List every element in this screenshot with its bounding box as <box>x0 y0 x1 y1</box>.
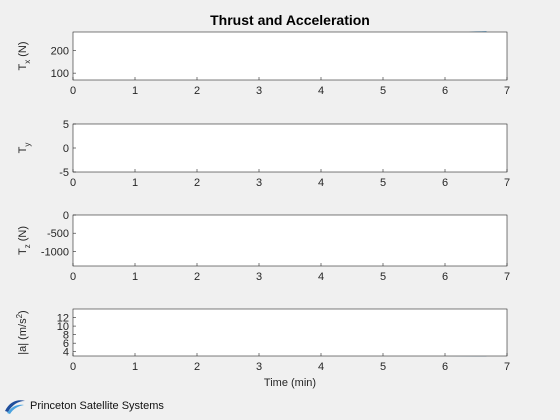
x-tick-label: 4 <box>318 177 324 189</box>
x-tick-label: 1 <box>132 361 138 373</box>
y-axis-label: Ty <box>17 143 32 154</box>
y-axis-label-unit: (N) <box>17 226 29 244</box>
x-tick-label: 7 <box>504 85 510 97</box>
y-axis-label-main: |a| (m/s <box>17 318 29 355</box>
y-tick-label: 4 <box>63 347 69 359</box>
swoosh-icon <box>5 400 25 414</box>
y-axis-label: |a| (m/s2) <box>15 310 29 354</box>
x-axis-label: Time (min) <box>264 377 316 389</box>
y-axis-label-main: T <box>17 146 29 153</box>
x-tick-label: 6 <box>442 85 448 97</box>
x-tick-label: 0 <box>70 177 76 189</box>
x-tick-label: 3 <box>256 271 262 283</box>
x-tick-label: 1 <box>132 271 138 283</box>
x-tick-label: 7 <box>504 271 510 283</box>
y-tick-label: 10 <box>57 321 69 333</box>
y-axis-label-unit: (N) <box>17 41 29 59</box>
y-axis-label-main: T <box>17 64 29 71</box>
x-tick-label: 5 <box>380 271 386 283</box>
y-tick-label: 5 <box>63 119 69 131</box>
y-tick-label: -500 <box>47 228 69 240</box>
y-axis-label-unit: ) <box>17 310 29 314</box>
figure-title: Thrust and Acceleration <box>210 12 370 28</box>
y-tick-label: -1000 <box>41 246 69 258</box>
x-tick-label: 1 <box>132 177 138 189</box>
x-tick-label: 6 <box>442 271 448 283</box>
x-tick-label: 0 <box>70 271 76 283</box>
x-tick-label: 2 <box>194 177 200 189</box>
x-tick-label: 0 <box>70 85 76 97</box>
y-axis-label-subscript: x <box>23 60 32 64</box>
y-axis-label-main: T <box>17 248 29 255</box>
x-tick-label: 2 <box>194 85 200 97</box>
y-tick-label: -5 <box>59 167 69 179</box>
subplot-1: 0 1 2 3 4 5 6 7 100 200 Tx (N) <box>17 31 510 97</box>
x-tick-label: 5 <box>380 177 386 189</box>
x-tick-label: 4 <box>318 361 324 373</box>
x-tick-label: 2 <box>194 361 200 373</box>
x-tick-label: 0 <box>70 361 76 373</box>
y-tick-label: 200 <box>51 45 69 57</box>
x-tick-label: 7 <box>504 177 510 189</box>
x-tick-label: 5 <box>380 85 386 97</box>
axes-box <box>72 214 508 267</box>
subplot-3: 0 1 2 3 4 5 6 7 -1000 -500 0 Tz (N) <box>17 210 510 283</box>
y-tick-label: 0 <box>63 210 69 222</box>
y-tick-label: 100 <box>51 68 69 80</box>
y-tick-label: 12 <box>57 313 69 325</box>
x-tick-label: 3 <box>256 85 262 97</box>
x-tick-label: 3 <box>256 177 262 189</box>
y-tick-label: 6 <box>63 338 69 350</box>
axes-box <box>72 308 508 357</box>
x-tick-label: 4 <box>318 85 324 97</box>
x-tick-label: 6 <box>442 361 448 373</box>
y-tick-label: 0 <box>63 143 69 155</box>
x-tick-label: 1 <box>132 85 138 97</box>
x-tick-label: 6 <box>442 177 448 189</box>
y-axis-label: Tx (N) <box>17 41 32 70</box>
axes-box <box>72 123 508 173</box>
footer-logo-text: Princeton Satellite Systems <box>30 400 164 412</box>
x-tick-label: 4 <box>318 271 324 283</box>
x-tick-label: 7 <box>504 361 510 373</box>
x-tick-label: 2 <box>194 271 200 283</box>
y-axis-label-subscript: z <box>23 244 32 248</box>
y-axis-label: Tz (N) <box>17 226 32 255</box>
y-axis-label-superscript: 2 <box>15 313 24 318</box>
footer-logo: Princeton Satellite Systems <box>4 396 164 416</box>
y-axis-label-subscript: y <box>23 143 32 147</box>
y-tick-label: 8 <box>63 330 69 342</box>
x-tick-label: 5 <box>380 361 386 373</box>
axes-box <box>72 31 508 81</box>
x-tick-label: 3 <box>256 361 262 373</box>
